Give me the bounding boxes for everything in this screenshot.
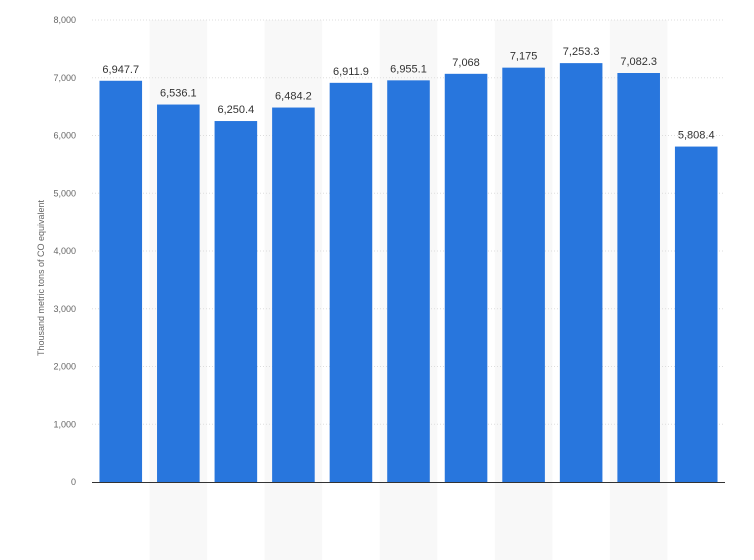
data-label: 6,911.9 — [333, 66, 369, 78]
bar — [387, 80, 430, 483]
bar — [157, 104, 200, 482]
data-label: 7,082.3 — [620, 56, 657, 68]
bar — [272, 107, 315, 483]
y-tick-label: 3,000 — [53, 304, 76, 314]
data-label: 6,484.2 — [275, 91, 312, 103]
data-label: 5,808.4 — [678, 130, 715, 142]
data-label: 7,175 — [510, 51, 538, 63]
data-label: 6,250.4 — [218, 104, 255, 116]
bar — [674, 146, 718, 483]
y-tick-label: 5,000 — [53, 188, 76, 198]
y-tick-label: 8,000 — [53, 15, 76, 25]
y-tick-label: 7,000 — [53, 73, 76, 83]
bar — [214, 121, 258, 482]
data-label: 6,536.1 — [160, 88, 197, 100]
y-tick-label: 1,000 — [53, 419, 76, 429]
y-tick-label: 4,000 — [53, 246, 76, 256]
bar — [444, 73, 488, 482]
y-tick-label: 0 — [71, 477, 76, 487]
y-axis-ticks: 0 1,000 2,000 3,000 4,000 5,000 6,000 7,000 8,00… — [53, 15, 76, 487]
bar — [329, 82, 373, 483]
data-labels: 6,947.7 6,536.1 6,250.4 6,484.2 6,911.9 6,955… — [102, 46, 714, 141]
data-label: 6,947.7 — [102, 64, 139, 76]
data-label: 7,253.3 — [563, 46, 600, 58]
y-tick-label: 2,000 — [53, 362, 76, 372]
bars — [99, 63, 718, 483]
bar — [617, 72, 660, 482]
y-axis-label: Thousand metric tons of CO equivalent — [36, 199, 46, 356]
bar — [502, 67, 545, 483]
bar — [559, 63, 603, 483]
data-label: 7,068 — [452, 57, 480, 69]
y-tick-label: 6,000 — [53, 131, 76, 141]
data-label: 6,955.1 — [390, 63, 427, 75]
bar — [99, 80, 143, 482]
